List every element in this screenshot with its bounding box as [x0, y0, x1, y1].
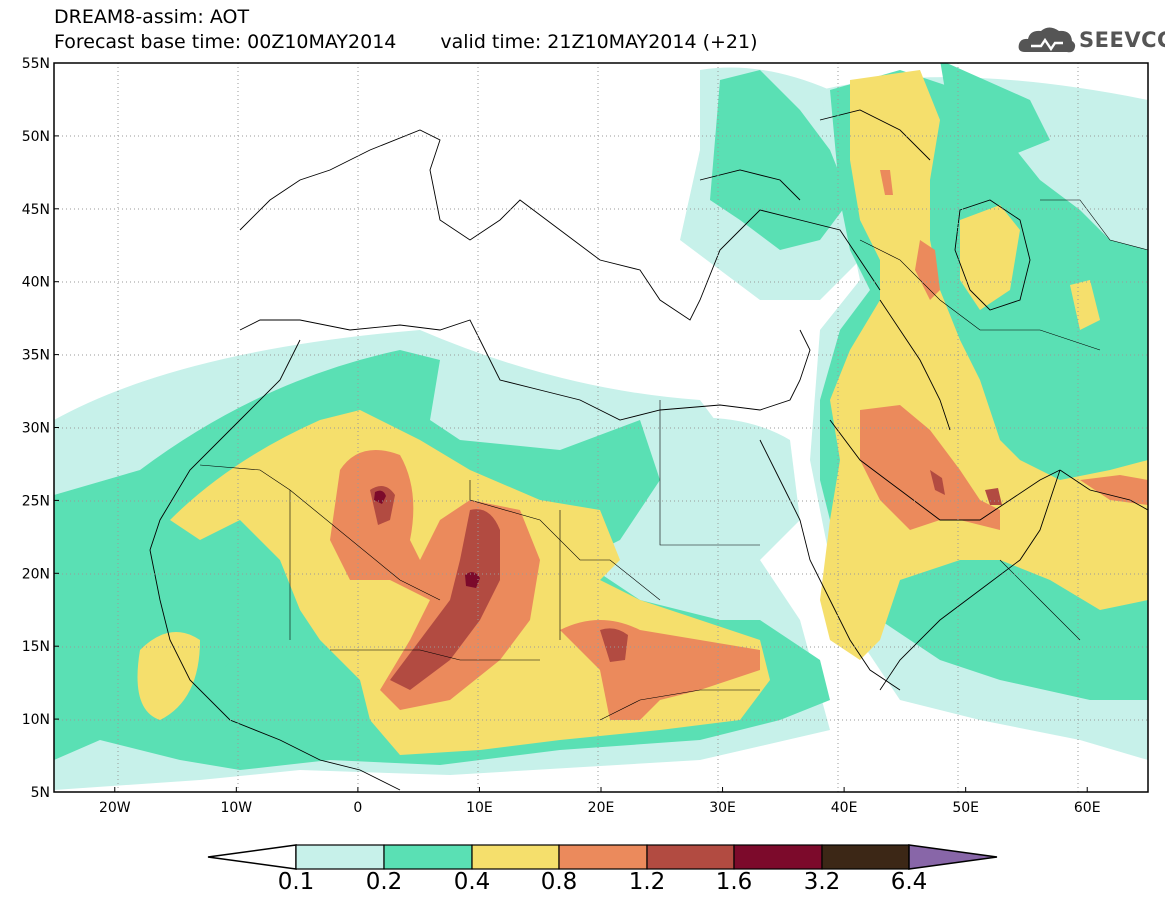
lat-tick-label: 10N — [22, 712, 50, 728]
colorbar-label: 6.4 — [890, 869, 928, 895]
map-title: DREAM8-assim: AOT — [54, 6, 249, 28]
colorbar-label: 1.6 — [715, 869, 753, 895]
lon-tick-label: 60E — [1074, 800, 1101, 816]
colorbar-bin — [471, 844, 560, 870]
lon-tick-label: 20W — [99, 800, 131, 816]
lat-tick-label: 55N — [22, 56, 50, 72]
lat-tick-label: 50N — [22, 129, 50, 145]
colorbar-label: 1.2 — [628, 869, 666, 895]
colorbar-bin — [383, 844, 473, 870]
colorbar-label: 0.4 — [453, 869, 491, 895]
colorbar-low-arrow — [207, 844, 297, 870]
forecast-times: Forecast base time: 00Z10MAY2014 valid ti… — [54, 31, 758, 53]
coastlines — [149, 109, 1148, 791]
lat-tick-label: 20N — [22, 566, 50, 582]
lon-tick-label: 10E — [466, 800, 493, 816]
colorbar-bin — [646, 844, 735, 870]
colorbar-high-arrow — [908, 844, 998, 870]
lat-tick-label: 5N — [31, 785, 50, 801]
lat-tick-label: 30N — [22, 421, 50, 437]
seevccc-logo: SEEVCCC — [1017, 22, 1165, 56]
colorbar-label: 0.8 — [540, 869, 578, 895]
base-time: Forecast base time: 00Z10MAY2014 — [54, 31, 397, 53]
valid-time: valid time: 21Z10MAY2014 (+21) — [440, 31, 758, 53]
graticule — [54, 63, 1148, 792]
title-text: DREAM8-assim: AOT — [54, 6, 250, 28]
lat-tick-label: 15N — [22, 639, 50, 655]
longitude-axis: 20W 10W 0 10E 20E 30E 40E 50E 60E — [99, 787, 1101, 816]
colorbar-bin — [295, 844, 385, 870]
colorbar-label: 3.2 — [803, 869, 841, 895]
lat-tick-label: 35N — [22, 348, 50, 364]
colorbar-bin — [821, 844, 910, 870]
colorbar — [207, 844, 998, 870]
colorbar-label: 0.1 — [277, 869, 315, 895]
logo-text: SEEVCCC — [1079, 28, 1165, 52]
aot-field — [54, 63, 1148, 791]
lon-tick-label: 0 — [353, 800, 362, 816]
lon-tick-label: 20E — [588, 800, 615, 816]
lon-tick-label: 10W — [220, 800, 252, 816]
lon-tick-label: 50E — [952, 800, 979, 816]
lat-tick-label: 40N — [22, 275, 50, 291]
cloud-logo-icon — [1018, 27, 1076, 53]
lat-tick-label: 25N — [22, 493, 50, 509]
lat-tick-label: 45N — [22, 202, 50, 218]
colorbar-label: 0.2 — [365, 869, 403, 895]
country-borders — [199, 199, 1148, 721]
colorbar-bin — [733, 844, 823, 870]
lon-tick-label: 30E — [709, 800, 736, 816]
colorbar-bin — [558, 844, 648, 870]
latitude-axis: 55N 50N 45N 40N 35N 30N 25N 20N 15N 10N 5N — [22, 56, 59, 801]
lon-tick-label: 40E — [831, 800, 858, 816]
